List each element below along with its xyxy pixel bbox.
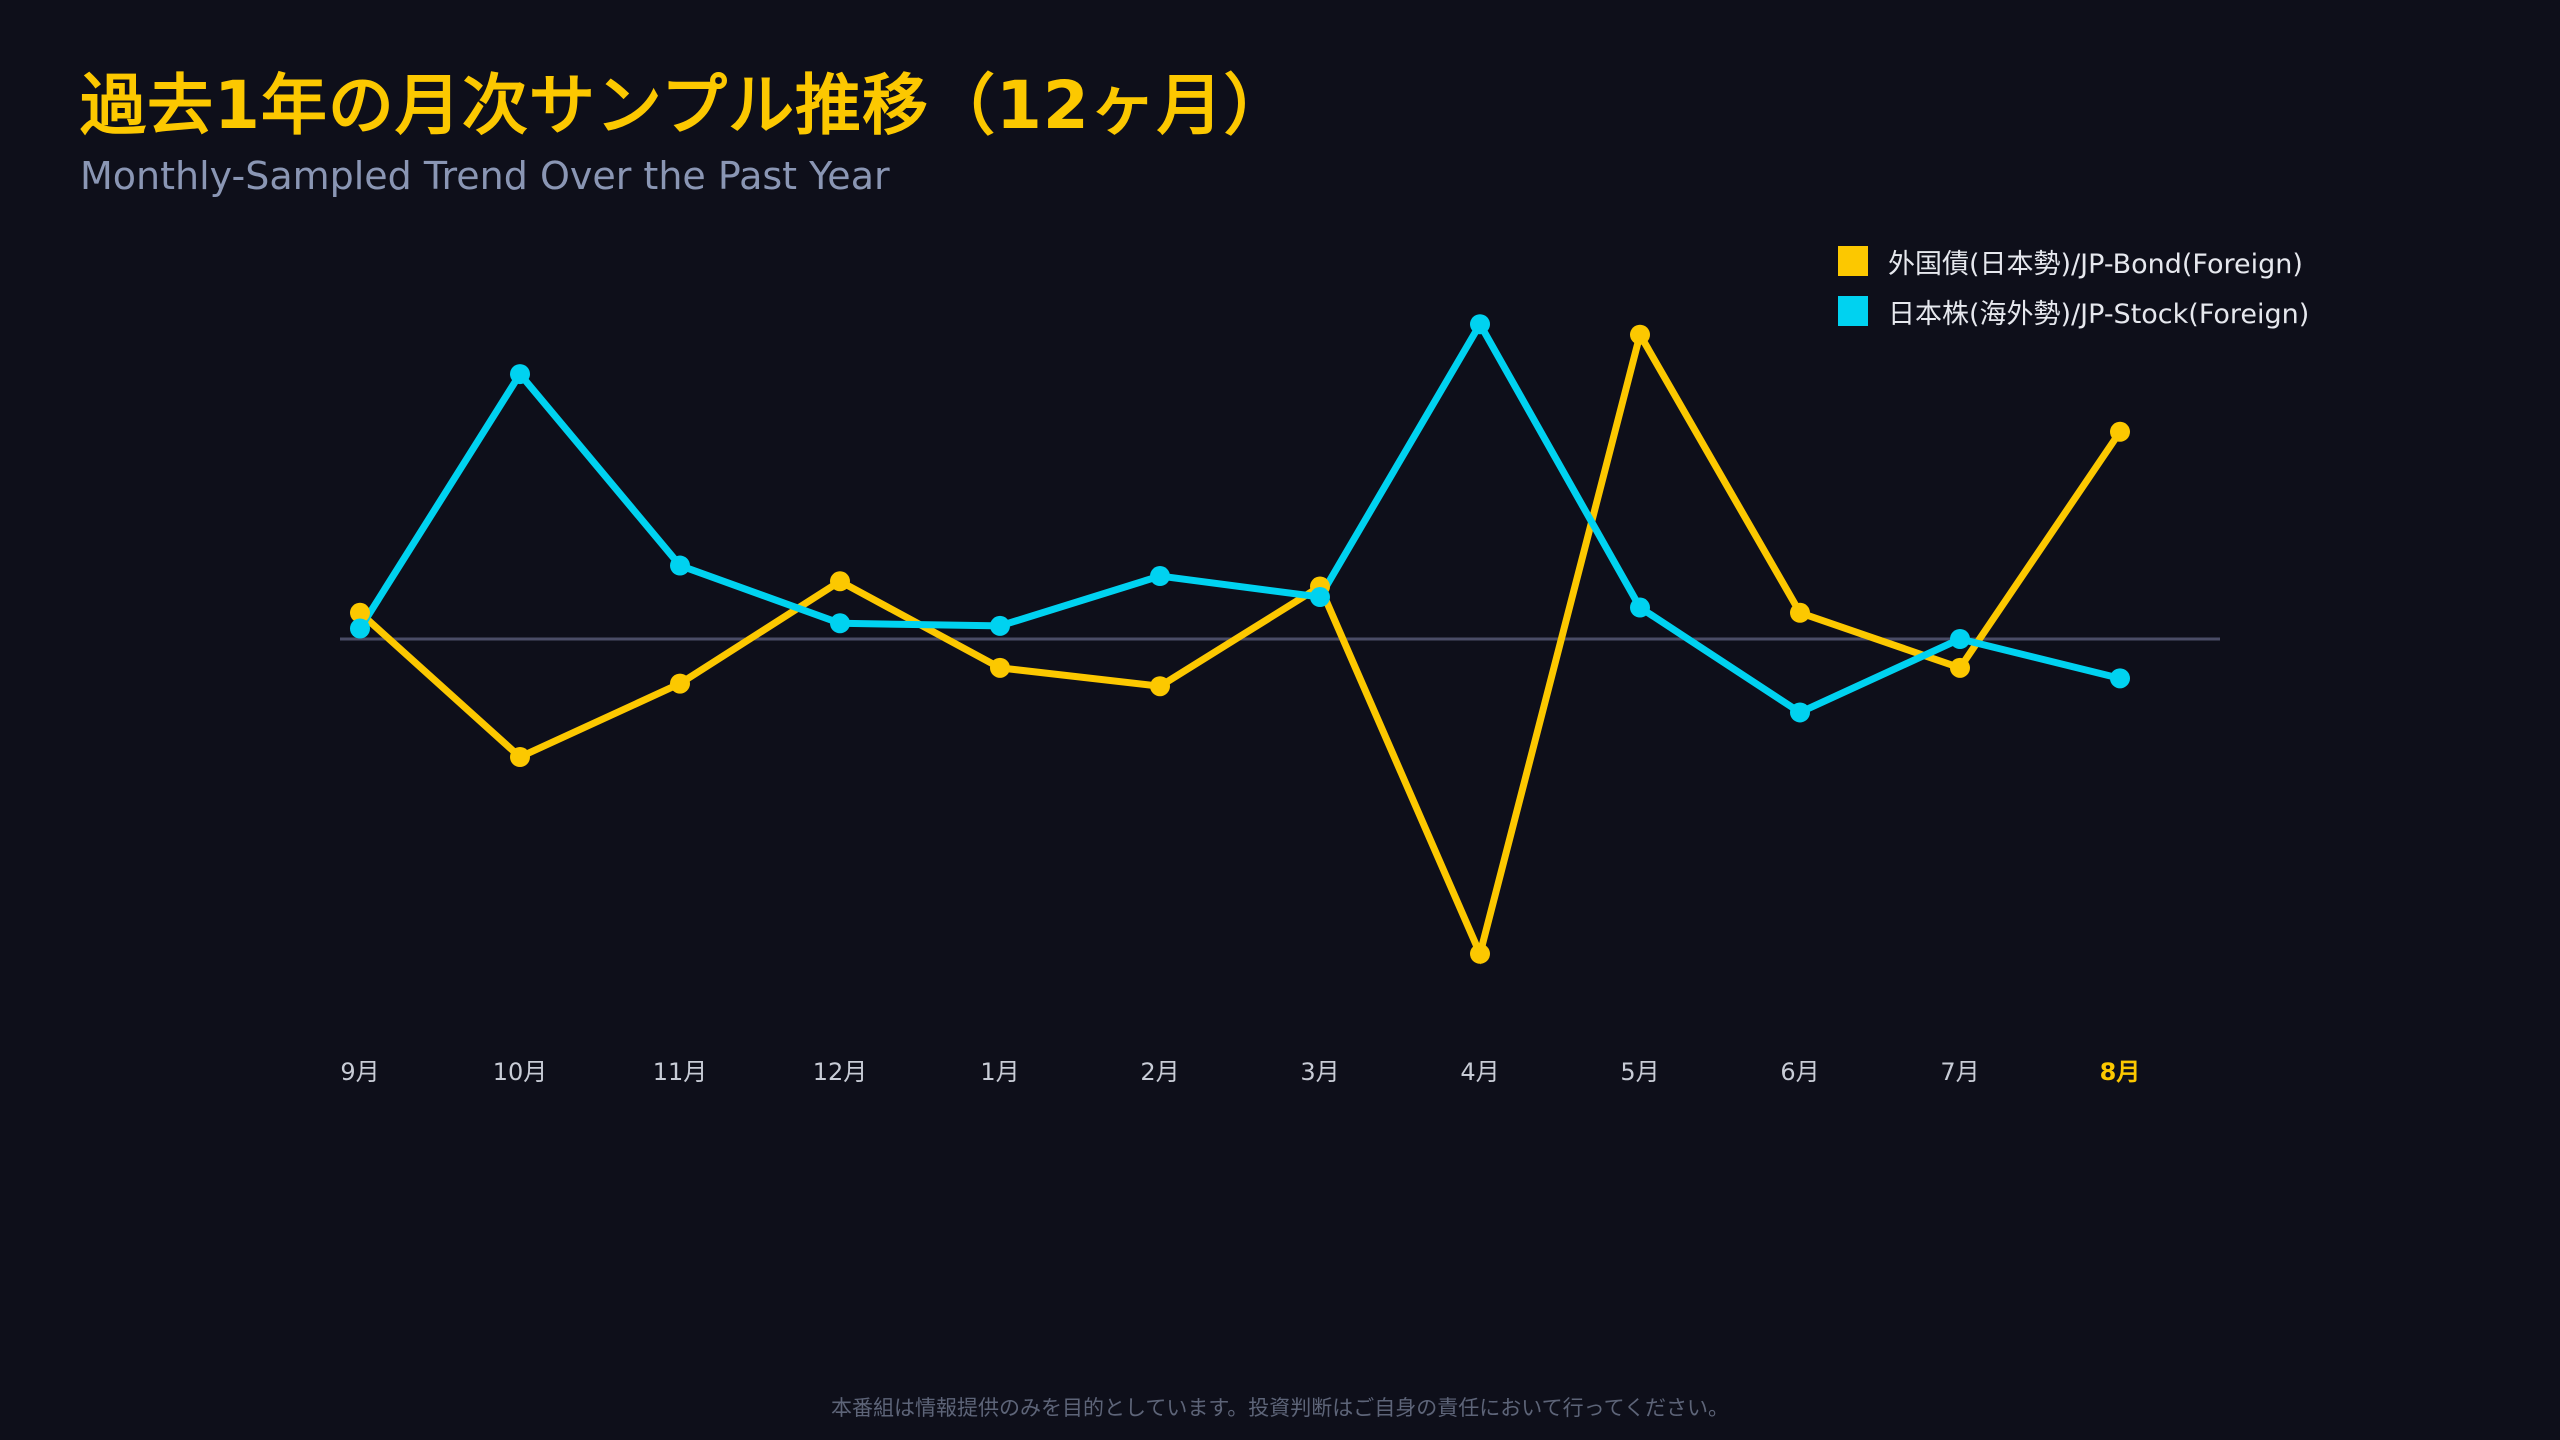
x-tick-label-2: 11月 bbox=[653, 1058, 708, 1086]
x-tick-label-10: 7月 bbox=[1940, 1058, 1979, 1086]
legend-item-bond: 外国債(日本勢)/JP-Bond(Foreign) bbox=[1838, 236, 2309, 286]
x-tick-label-0: 9月 bbox=[340, 1058, 379, 1086]
page-subtitle: Monthly-Sampled Trend Over the Past Year bbox=[80, 154, 890, 198]
legend-item-stock: 日本株(海外勢)/JP-Stock(Foreign) bbox=[1838, 286, 2309, 336]
data-point-s1-3 bbox=[830, 613, 850, 634]
legend-swatch-bond bbox=[1838, 246, 1868, 276]
x-tick-label-1: 10月 bbox=[493, 1058, 548, 1086]
x-tick-label-5: 2月 bbox=[1140, 1058, 1179, 1086]
data-point-s1-2 bbox=[670, 555, 690, 576]
data-point-s0-10 bbox=[1950, 657, 1970, 678]
data-point-s1-11 bbox=[2110, 668, 2130, 689]
data-point-s1-4 bbox=[990, 615, 1010, 636]
data-point-s0-5 bbox=[1150, 676, 1170, 697]
data-point-s1-1 bbox=[510, 364, 530, 385]
chart-legend: 外国債(日本勢)/JP-Bond(Foreign) 日本株(海外勢)/JP-St… bbox=[1838, 236, 2309, 336]
x-tick-label-9: 6月 bbox=[1780, 1058, 1819, 1086]
data-point-s1-9 bbox=[1790, 702, 1810, 723]
series-line-1 bbox=[356, 317, 2124, 717]
x-tick-label-7: 4月 bbox=[1460, 1058, 1499, 1086]
data-point-s0-4 bbox=[990, 657, 1010, 678]
data-point-s1-0 bbox=[350, 618, 370, 639]
data-point-s1-7 bbox=[1470, 314, 1490, 335]
data-point-s0-8 bbox=[1630, 324, 1650, 345]
data-point-s0-9 bbox=[1790, 602, 1810, 623]
series-line-0 bbox=[356, 325, 2124, 965]
data-point-s0-2 bbox=[670, 673, 690, 694]
legend-label-stock: 日本株(海外勢)/JP-Stock(Foreign) bbox=[1888, 298, 2310, 330]
data-point-s1-8 bbox=[1630, 597, 1650, 618]
x-tick-label-6: 3月 bbox=[1300, 1058, 1339, 1086]
x-tick-label-8: 5月 bbox=[1620, 1058, 1659, 1086]
data-point-s0-11 bbox=[2110, 421, 2130, 442]
legend-label-bond: 外国債(日本勢)/JP-Bond(Foreign) bbox=[1888, 248, 2303, 280]
data-point-s1-5 bbox=[1150, 566, 1170, 587]
data-point-s0-1 bbox=[510, 747, 530, 768]
page-title: 過去1年の月次サンプル推移（12ヶ月） bbox=[80, 67, 1291, 144]
data-point-s0-7 bbox=[1470, 943, 1490, 964]
x-tick-label-11: 8月 bbox=[2100, 1058, 2141, 1086]
data-point-s0-0 bbox=[350, 602, 370, 623]
data-point-s0-3 bbox=[830, 571, 850, 592]
data-point-s1-10 bbox=[1950, 629, 1970, 649]
data-point-s1-6 bbox=[1310, 587, 1330, 608]
legend-swatch-stock bbox=[1838, 296, 1868, 326]
disclaimer-footer: 本番組は情報提供のみを目的としています。投資判断はご自身の責任において行ってくだ… bbox=[831, 1396, 1729, 1420]
x-tick-label-4: 1月 bbox=[980, 1058, 1019, 1086]
x-tick-label-3: 12月 bbox=[813, 1058, 868, 1086]
